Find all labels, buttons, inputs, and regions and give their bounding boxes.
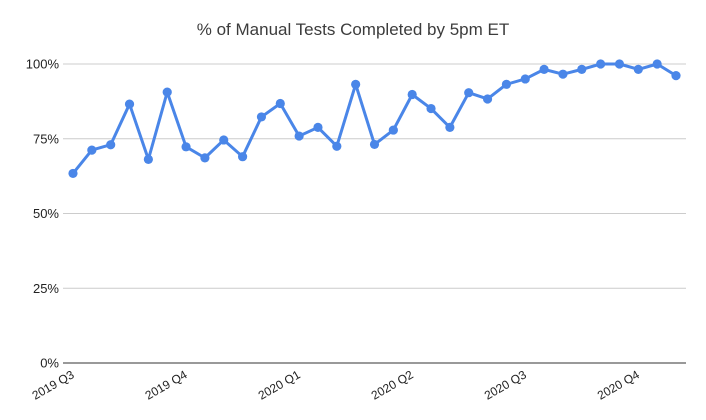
y-tick-label: 50% — [33, 206, 59, 221]
y-tick-label: 75% — [33, 131, 59, 146]
data-point — [388, 125, 398, 135]
data-point — [200, 153, 210, 163]
x-tick-label: 2019 Q3 — [30, 367, 77, 402]
data-point — [275, 98, 285, 109]
data-point — [671, 71, 681, 81]
data-point — [577, 64, 587, 74]
data-point — [106, 140, 116, 150]
series-layer — [68, 59, 681, 179]
data-point — [445, 122, 455, 132]
data-point — [369, 139, 380, 150]
x-tick-label: 2020 Q2 — [369, 367, 416, 402]
data-point — [68, 168, 78, 179]
data-point — [351, 79, 361, 89]
data-point — [652, 59, 662, 69]
data-point — [332, 141, 342, 151]
x-tick-label: 2020 Q4 — [595, 367, 642, 402]
y-axis-labels: 0% 25% 50% 75% 100% — [26, 57, 60, 371]
y-tick-label: 0% — [40, 356, 59, 371]
data-point — [181, 142, 191, 152]
x-tick-label: 2020 Q3 — [482, 367, 529, 402]
y-tick-label: 25% — [33, 281, 59, 296]
data-point — [596, 59, 606, 69]
data-point — [558, 69, 568, 79]
x-tick-label: 2019 Q4 — [143, 367, 190, 402]
x-tick-label: 2020 Q1 — [256, 367, 303, 402]
data-point — [162, 87, 172, 97]
data-point — [614, 59, 625, 69]
data-point — [520, 74, 530, 84]
data-point — [464, 88, 474, 98]
data-point — [633, 64, 643, 74]
data-point — [426, 103, 436, 114]
gridlines — [63, 63, 686, 364]
data-point — [313, 122, 323, 132]
data-point — [407, 89, 417, 100]
data-point — [256, 112, 267, 122]
y-tick-label: 100% — [26, 57, 60, 72]
data-point — [501, 79, 512, 89]
data-point — [482, 94, 493, 104]
data-point — [87, 145, 97, 155]
data-point — [237, 152, 248, 162]
chart-title: % of Manual Tests Completed by 5pm ET — [196, 20, 510, 39]
data-point — [294, 131, 304, 141]
series-line — [71, 62, 678, 175]
data-point — [124, 99, 135, 109]
data-point — [219, 135, 229, 145]
x-axis-labels: 2019 Q3 2019 Q4 2020 Q1 2020 Q2 2020 Q3 2020 … — [30, 367, 642, 402]
data-point — [539, 64, 549, 74]
data-point — [143, 154, 153, 164]
